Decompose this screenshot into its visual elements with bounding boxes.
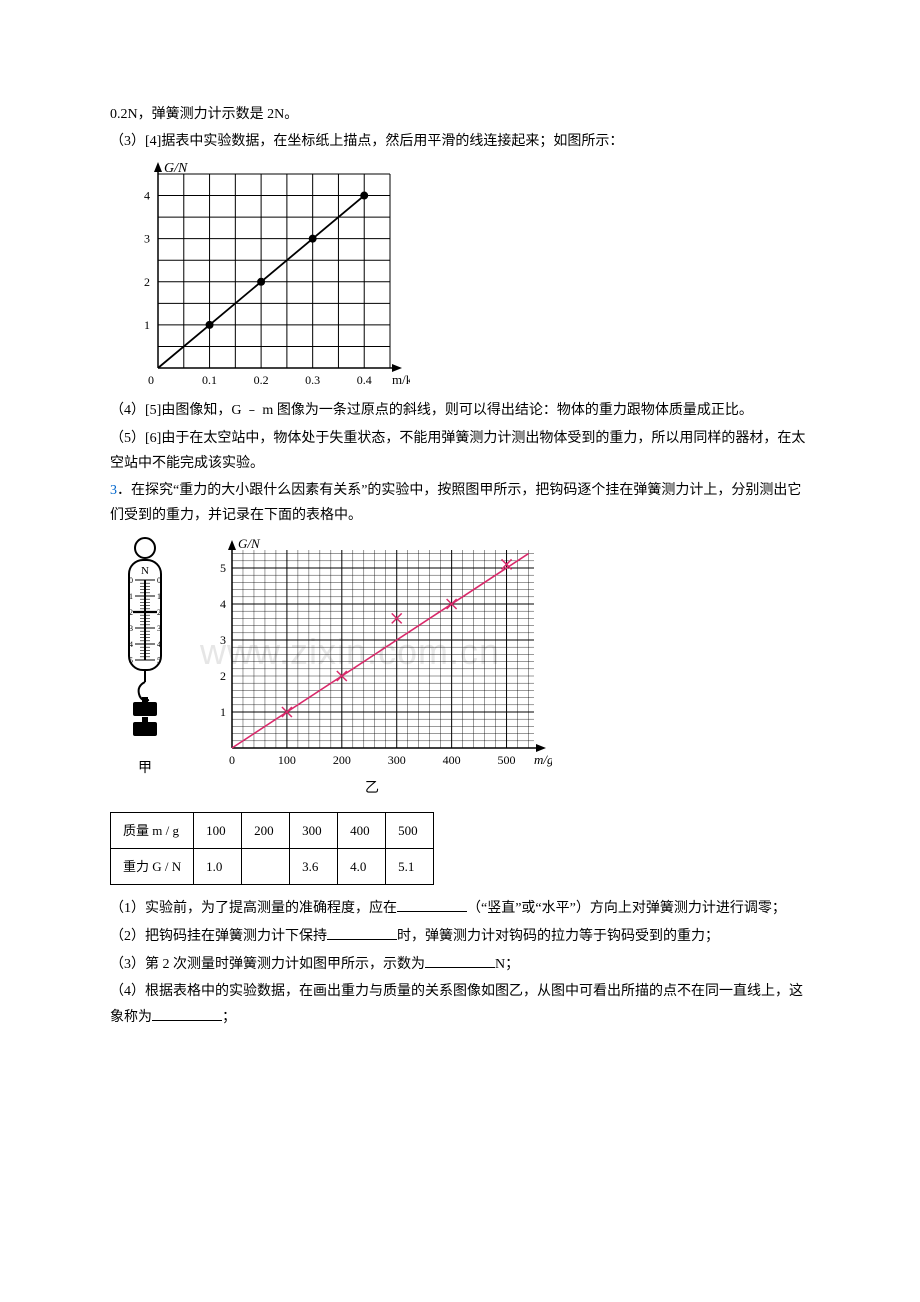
- table-cell: 500: [386, 812, 434, 848]
- svg-text:0: 0: [129, 576, 133, 585]
- svg-text:5: 5: [157, 656, 161, 665]
- chart-g-vs-m-kg: 0.1 0.2 0.3 0.4 0 1 2 3 4 G/N m/kg: [110, 156, 810, 396]
- svg-text:0.4: 0.4: [357, 373, 372, 387]
- spring-scale-svg: N0 0 1 1 2 2 3 3 4 4 5 5: [110, 534, 180, 754]
- svg-text:3: 3: [220, 633, 226, 647]
- svg-text:G/N: G/N: [238, 536, 261, 551]
- svg-text:100: 100: [278, 753, 296, 767]
- question-number: 3: [110, 483, 117, 498]
- svg-text:5: 5: [129, 656, 133, 665]
- svg-text:400: 400: [443, 753, 461, 767]
- svg-text:500: 500: [498, 753, 516, 767]
- body-text: 0.2N，弹簧测力计示数是 2N。: [110, 102, 810, 127]
- svg-text:0.2: 0.2: [254, 373, 269, 387]
- svg-text:4: 4: [220, 597, 226, 611]
- table-cell: [242, 848, 290, 884]
- table-cell: 3.6: [290, 848, 338, 884]
- svg-text:300: 300: [388, 753, 406, 767]
- body-text: （5）[6]由于在太空站中，物体处于失重状态，不能用弹簧测力计测出物体受到的重力…: [110, 426, 810, 476]
- svg-text:2: 2: [157, 608, 161, 617]
- subquestion-2: （2）把钩码挂在弹簧测力计下保持时，弹簧测力计对钩码的拉力等于钩码受到的重力；: [110, 923, 810, 949]
- blank-field[interactable]: [425, 951, 495, 968]
- svg-text:200: 200: [333, 753, 351, 767]
- svg-text:0: 0: [229, 753, 235, 767]
- svg-text:3: 3: [144, 232, 150, 246]
- svg-text:5: 5: [220, 561, 226, 575]
- subquestion-3: （3）第 2 次测量时弹簧测力计如图甲所示，示数为N；: [110, 951, 810, 977]
- svg-text:4: 4: [144, 189, 150, 203]
- table-row: 重力 G / N 1.0 3.6 4.0 5.1: [111, 848, 434, 884]
- data-table: 质量 m / g 100 200 300 400 500 重力 G / N 1.…: [110, 812, 434, 886]
- svg-text:0: 0: [157, 576, 161, 585]
- caption-yi: 乙: [192, 776, 552, 801]
- svg-text:G/N: G/N: [164, 161, 188, 176]
- svg-text:1: 1: [157, 592, 161, 601]
- spring-scale-figure: N0 0 1 1 2 2 3 3 4 4 5 5 甲: [110, 534, 180, 781]
- svg-text:4: 4: [157, 640, 161, 649]
- table-cell: 1.0: [194, 848, 242, 884]
- figure-row: N001122334455 甲 010020030040050012345G/N…: [110, 534, 810, 801]
- subquestion-4: （4）根据表格中的实验数据，在画出重力与质量的关系图像如图乙，从图中可看出所描的…: [110, 979, 810, 1030]
- svg-text:2: 2: [144, 275, 150, 289]
- table-cell: 200: [242, 812, 290, 848]
- svg-text:0.3: 0.3: [305, 373, 320, 387]
- svg-text:4: 4: [129, 640, 133, 649]
- svg-text:1: 1: [220, 705, 226, 719]
- table-cell: 100: [194, 812, 242, 848]
- table-cell: 4.0: [338, 848, 386, 884]
- blank-field[interactable]: [397, 895, 467, 912]
- svg-text:3: 3: [157, 624, 161, 633]
- chart2-svg: 0 100 200 300 400 500 1 2 3 4 5 G/N m/g: [192, 534, 552, 774]
- table-cell: 400: [338, 812, 386, 848]
- svg-text:1: 1: [144, 318, 150, 332]
- svg-text:N: N: [141, 565, 149, 577]
- subquestion-1: （1）实验前，为了提高测量的准确程度，应在（“竖直”或“水平”）方向上对弹簧测力…: [110, 895, 810, 921]
- caption-jia: 甲: [110, 756, 180, 781]
- table-cell: 5.1: [386, 848, 434, 884]
- svg-text:m/g: m/g: [534, 752, 552, 767]
- svg-text:1: 1: [129, 592, 133, 601]
- body-text: （4）[5]由图像知，G ﹣ m 图像为一条过原点的斜线，则可以得出结论：物体的…: [110, 398, 810, 423]
- chart-g-vs-m-g: 0 100 200 300 400 500 1 2 3 4 5 G/N m/g 乙: [192, 534, 552, 801]
- svg-text:2: 2: [220, 669, 226, 683]
- table-row: 质量 m / g 100 200 300 400 500: [111, 812, 434, 848]
- body-text: （3）[4]据表中实验数据，在坐标纸上描点，然后用平滑的线连接起来；如图所示：: [110, 129, 810, 154]
- table-cell: 300: [290, 812, 338, 848]
- svg-text:0: 0: [148, 373, 154, 387]
- blank-field[interactable]: [152, 1004, 222, 1021]
- table-cell: 质量 m / g: [111, 812, 194, 848]
- svg-text:m/kg: m/kg: [392, 372, 410, 387]
- table-cell: 重力 G / N: [111, 848, 194, 884]
- svg-text:0.1: 0.1: [202, 373, 217, 387]
- blank-field[interactable]: [327, 923, 397, 940]
- question-3-stem: 3．在探究“重力的大小跟什么因素有关系”的实验中，按照图甲所示，把钩码逐个挂在弹…: [110, 478, 810, 528]
- svg-text:3: 3: [129, 624, 133, 633]
- chart1-svg: 0.1 0.2 0.3 0.4 0 1 2 3 4 G/N m/kg: [110, 156, 410, 396]
- svg-text:2: 2: [129, 608, 133, 617]
